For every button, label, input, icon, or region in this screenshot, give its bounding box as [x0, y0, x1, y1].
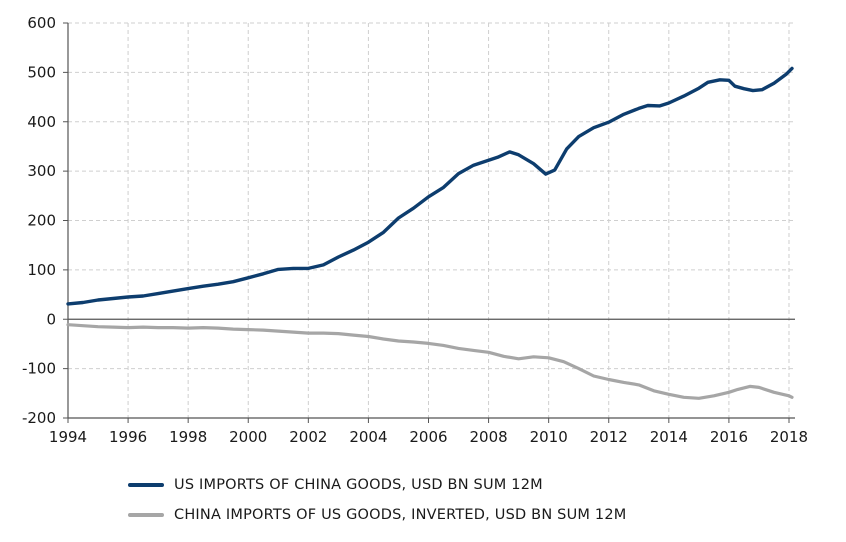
x-tick-label: 1998 [169, 428, 207, 446]
x-tick-label: 2010 [530, 428, 568, 446]
legend-label-us-imports: US IMPORTS OF CHINA GOODS, USD BN SUM 12… [174, 477, 543, 493]
y-tick-label: 0 [46, 310, 56, 328]
x-tick-label: 1994 [49, 428, 87, 446]
x-tick-label: 2012 [590, 428, 628, 446]
x-tick-label: 2016 [710, 428, 748, 446]
y-tick-label: 200 [27, 212, 56, 230]
gridlines [67, 22, 795, 419]
y-tick-label: 300 [27, 162, 56, 180]
series-line-china-imports [66, 323, 794, 400]
legend-entry-us-imports: US IMPORTS OF CHINA GOODS, USD BN SUM 12… [128, 470, 626, 500]
x-tick-label: 2006 [409, 428, 447, 446]
x-tick-label: 2018 [770, 428, 808, 446]
legend-label-china-imports: CHINA IMPORTS OF US GOODS, INVERTED, USD… [174, 507, 627, 523]
series-line-us-imports [66, 66, 794, 306]
y-tick-label: 100 [27, 261, 56, 279]
x-tick-label: 2008 [469, 428, 507, 446]
axes [63, 22, 795, 423]
x-tick-label: 2000 [229, 428, 267, 446]
x-tick-label: 1996 [109, 428, 147, 446]
y-tick-label: -200 [22, 409, 56, 427]
x-tick-label: 2002 [289, 428, 327, 446]
legend-swatch-us-imports [128, 483, 164, 487]
legend-entry-china-imports: CHINA IMPORTS OF US GOODS, INVERTED, USD… [128, 500, 626, 530]
x-tick-label: 2004 [349, 428, 387, 446]
legend-swatch-china-imports [128, 513, 164, 517]
y-tick-label: 500 [27, 63, 56, 81]
y-tick-label: 400 [27, 113, 56, 131]
y-tick-label: 600 [27, 14, 56, 32]
series-lines [66, 66, 794, 400]
y-tick-label: -100 [22, 360, 56, 378]
legend: US IMPORTS OF CHINA GOODS, USD BN SUM 12… [128, 470, 626, 530]
x-tick-label: 2014 [650, 428, 688, 446]
